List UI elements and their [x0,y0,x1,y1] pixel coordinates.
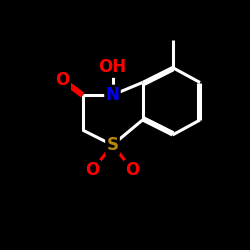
Text: N: N [106,86,120,104]
Text: OH: OH [98,58,126,76]
Text: S: S [106,136,118,154]
Text: O: O [126,161,140,179]
Text: O: O [56,71,70,89]
Text: O: O [86,161,100,179]
